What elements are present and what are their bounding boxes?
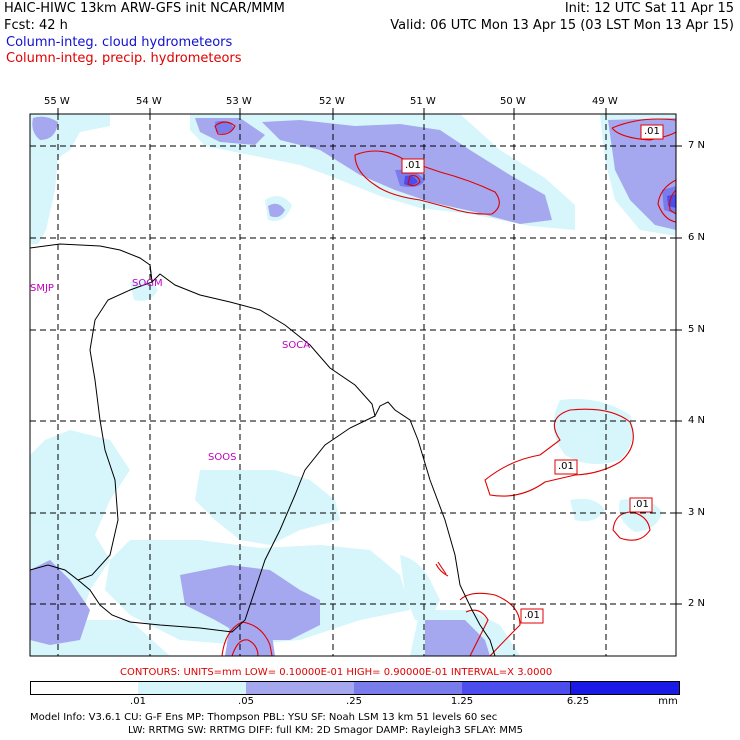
colorbar-cell-0 [30, 681, 140, 695]
axis-ticks [57, 108, 682, 605]
lon-label: 52 W [319, 96, 345, 107]
contour-label-boxes [401, 124, 664, 624]
colorbar-label: .25 [346, 696, 362, 707]
contour-value-label: .01 [644, 126, 660, 137]
contour-value-label: .01 [558, 461, 574, 472]
station-label: SMJP [30, 283, 54, 294]
colorbar-cell-4 [462, 681, 570, 695]
lat-label: 6 N [688, 232, 706, 243]
precip-field-label: Column-integ. precip. hydrometeors [6, 51, 242, 66]
contour-info: CONTOURS: UNITS=mm LOW= 0.10000E-01 HIGH… [120, 667, 553, 678]
lat-label: 7 N [688, 140, 706, 151]
lon-label: 53 W [226, 96, 252, 107]
lat-label: 3 N [688, 507, 706, 518]
model-info-line-1: Model Info: V3.6.1 CU: G-F Ens MP: Thomp… [30, 712, 498, 723]
forecast-hour: Fcst: 42 h [4, 18, 68, 33]
colorbar-units: mm [658, 696, 678, 707]
contour-value-label: .01 [524, 610, 540, 621]
station-label: SOOS [208, 452, 237, 463]
lon-label: 54 W [136, 96, 162, 107]
colorbar-label: .01 [130, 696, 146, 707]
lat-label: 2 N [688, 598, 706, 609]
station-label: SOCA [282, 340, 311, 351]
valid-time: Valid: 06 UTC Mon 13 Apr 15 (03 LST Mon … [390, 18, 734, 33]
contour-value-label: .01 [405, 160, 421, 171]
lon-label: 49 W [592, 96, 618, 107]
lon-label: 50 W [500, 96, 526, 107]
hydrometeor-fill [30, 114, 676, 656]
colorbar-label: 1.25 [450, 696, 474, 707]
colorbar-cell-1 [138, 681, 246, 695]
map-frame [29, 113, 677, 657]
colorbar-cell-3 [354, 681, 462, 695]
colorbar-cell-2 [246, 681, 354, 695]
station-label: SOGM [132, 278, 163, 289]
plot-title: HAIC-HIWC 13km ARW-GFS init NCAR/MMM [4, 1, 285, 16]
colorbar-label: .05 [238, 696, 254, 707]
model-info-line-2: LW: RRTMG SW: RRTMG DIFF: full KM: 2D Sm… [128, 725, 524, 736]
lon-label: 51 W [410, 96, 436, 107]
colorbar-cell-5 [570, 681, 680, 695]
cloud-level-1-areas [30, 114, 676, 656]
graticule [30, 114, 676, 656]
colorbar-label: 6.25 [566, 696, 590, 707]
lat-label: 5 N [688, 324, 706, 335]
init-time: Init: 12 UTC Sat 11 Apr 15 [564, 1, 734, 16]
lon-label: 55 W [44, 96, 70, 107]
lat-label: 4 N [688, 415, 706, 426]
contour-value-label: .01 [633, 499, 649, 510]
cloud-field-label: Column-integ. cloud hydrometeors [6, 35, 233, 50]
